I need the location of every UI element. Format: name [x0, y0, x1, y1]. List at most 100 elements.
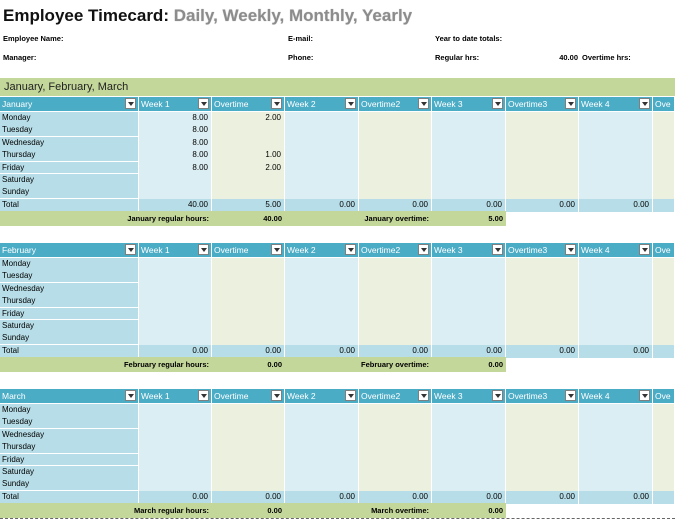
filter-dropdown[interactable]	[271, 98, 282, 109]
filter-dropdown[interactable]	[345, 98, 356, 109]
cell	[579, 404, 653, 417]
cell	[359, 136, 432, 150]
cell	[359, 124, 432, 138]
filter-dropdown[interactable]	[639, 244, 650, 255]
cell	[359, 416, 432, 430]
column-header-text: Overtime3	[508, 99, 548, 109]
column-header: Overtime3	[506, 243, 579, 257]
column-header: Week 4	[579, 97, 653, 111]
row-label: Friday	[0, 161, 139, 175]
row-label: Saturday	[0, 174, 139, 187]
cell	[432, 282, 506, 296]
filter-dropdown[interactable]	[492, 98, 503, 109]
column-header: Week 3	[432, 243, 506, 257]
row-label: Friday	[0, 307, 139, 321]
filter-dropdown[interactable]	[639, 390, 650, 401]
cell	[285, 282, 359, 296]
cell	[359, 149, 432, 163]
row-label: Friday	[0, 453, 139, 467]
cell	[139, 428, 212, 442]
filter-dropdown[interactable]	[492, 390, 503, 401]
row-label: Wednesday	[0, 282, 139, 296]
cell	[139, 466, 212, 479]
filter-dropdown[interactable]	[418, 244, 429, 255]
cell	[359, 428, 432, 442]
row-label: Thursday	[0, 149, 139, 163]
column-header: Week 4	[579, 389, 653, 403]
filter-dropdown[interactable]	[565, 244, 576, 255]
cell	[139, 295, 212, 309]
cell: 0.00	[359, 490, 432, 504]
filter-dropdown[interactable]	[345, 390, 356, 401]
cell	[359, 186, 432, 200]
filter-dropdown[interactable]	[198, 244, 209, 255]
column-header: Overtime	[212, 97, 285, 111]
filter-dropdown[interactable]	[345, 244, 356, 255]
summary-band	[0, 357, 506, 373]
cell	[579, 441, 653, 455]
filter-dropdown[interactable]	[639, 98, 650, 109]
cell	[285, 270, 359, 284]
cell	[285, 428, 359, 442]
cell: 8.00	[139, 161, 212, 175]
column-header: Week 2	[285, 97, 359, 111]
cell: 0.00	[506, 490, 579, 504]
cell	[285, 149, 359, 163]
column-header-text: March	[2, 391, 26, 401]
cell	[139, 186, 212, 200]
cell	[139, 307, 212, 321]
column-header-text: Overtime	[214, 391, 249, 401]
cell	[432, 112, 506, 125]
cell	[579, 161, 653, 175]
filter-dropdown[interactable]	[418, 98, 429, 109]
column-header: Week 2	[285, 243, 359, 257]
cell	[359, 453, 432, 467]
cell	[432, 258, 506, 271]
cell	[212, 258, 285, 271]
cell	[506, 270, 579, 284]
regular-hrs-value: 40.00	[559, 53, 578, 62]
cell	[579, 174, 653, 187]
row-label: Thursday	[0, 295, 139, 309]
filter-dropdown[interactable]	[125, 244, 136, 255]
filter-dropdown[interactable]	[565, 390, 576, 401]
filter-dropdown[interactable]	[198, 98, 209, 109]
cell	[212, 174, 285, 187]
column-header-text: Ove	[655, 99, 671, 109]
cell	[359, 270, 432, 284]
cell	[139, 416, 212, 430]
cell	[506, 453, 579, 467]
filter-dropdown[interactable]	[125, 390, 136, 401]
column-header-text: Overtime2	[361, 99, 401, 109]
cell	[579, 124, 653, 138]
filter-dropdown[interactable]	[492, 244, 503, 255]
manager-label: Manager:	[3, 53, 37, 62]
filter-dropdown[interactable]	[271, 390, 282, 401]
cell	[359, 404, 432, 417]
cell: 0.00	[579, 344, 653, 358]
filter-dropdown[interactable]	[271, 244, 282, 255]
filter-dropdown[interactable]	[418, 390, 429, 401]
cell: 1.00	[212, 149, 285, 163]
cell	[139, 282, 212, 296]
column-header-text: Overtime3	[508, 245, 548, 255]
filter-dropdown[interactable]	[125, 98, 136, 109]
cell	[653, 416, 675, 430]
cell	[432, 149, 506, 163]
cell	[506, 174, 579, 187]
cell	[285, 174, 359, 187]
filter-dropdown[interactable]	[198, 390, 209, 401]
cell	[579, 428, 653, 442]
summary-band	[0, 503, 506, 519]
cell	[212, 124, 285, 138]
cell	[579, 270, 653, 284]
column-header-text: Week 2	[287, 245, 316, 255]
cell	[653, 186, 675, 200]
filter-dropdown[interactable]	[565, 98, 576, 109]
cell: 5.00	[212, 198, 285, 212]
row-label: Monday	[0, 258, 139, 271]
column-header: Ove	[653, 243, 675, 257]
cell	[432, 270, 506, 284]
cell	[139, 404, 212, 417]
cell	[653, 258, 675, 271]
